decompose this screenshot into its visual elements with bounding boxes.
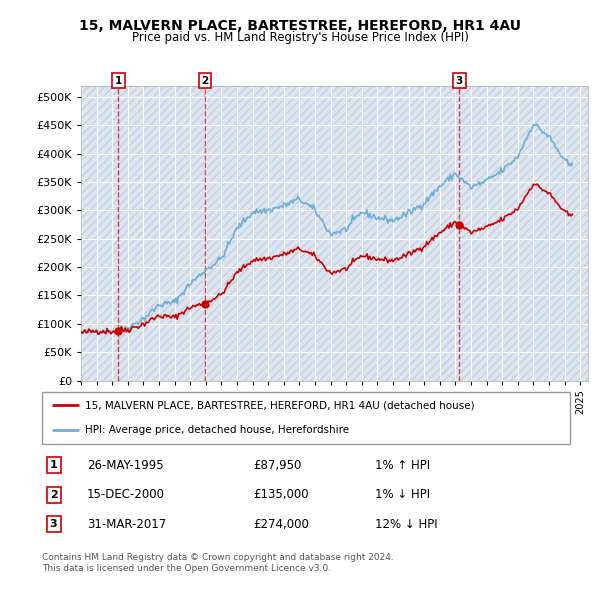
Text: 3: 3 [455,76,463,86]
Text: £135,000: £135,000 [253,489,309,502]
Text: 26-MAY-1995: 26-MAY-1995 [87,458,164,471]
Text: Price paid vs. HM Land Registry's House Price Index (HPI): Price paid vs. HM Land Registry's House … [131,31,469,44]
Text: £87,950: £87,950 [253,458,302,471]
Text: 12% ↓ HPI: 12% ↓ HPI [374,518,437,531]
Text: 2: 2 [202,76,209,86]
Text: £274,000: £274,000 [253,518,309,531]
Text: 3: 3 [50,519,58,529]
Text: 15, MALVERN PLACE, BARTESTREE, HEREFORD, HR1 4AU: 15, MALVERN PLACE, BARTESTREE, HEREFORD,… [79,19,521,33]
Text: 31-MAR-2017: 31-MAR-2017 [87,518,166,531]
Text: 15, MALVERN PLACE, BARTESTREE, HEREFORD, HR1 4AU (detached house): 15, MALVERN PLACE, BARTESTREE, HEREFORD,… [85,400,475,410]
Text: 1% ↑ HPI: 1% ↑ HPI [374,458,430,471]
Text: Contains HM Land Registry data © Crown copyright and database right 2024.
This d: Contains HM Land Registry data © Crown c… [42,553,394,573]
Text: 15-DEC-2000: 15-DEC-2000 [87,489,165,502]
Text: 1: 1 [50,460,58,470]
Text: 2: 2 [50,490,58,500]
Text: 1: 1 [115,76,122,86]
Text: 1% ↓ HPI: 1% ↓ HPI [374,489,430,502]
FancyBboxPatch shape [42,392,570,444]
Text: HPI: Average price, detached house, Herefordshire: HPI: Average price, detached house, Here… [85,425,349,435]
